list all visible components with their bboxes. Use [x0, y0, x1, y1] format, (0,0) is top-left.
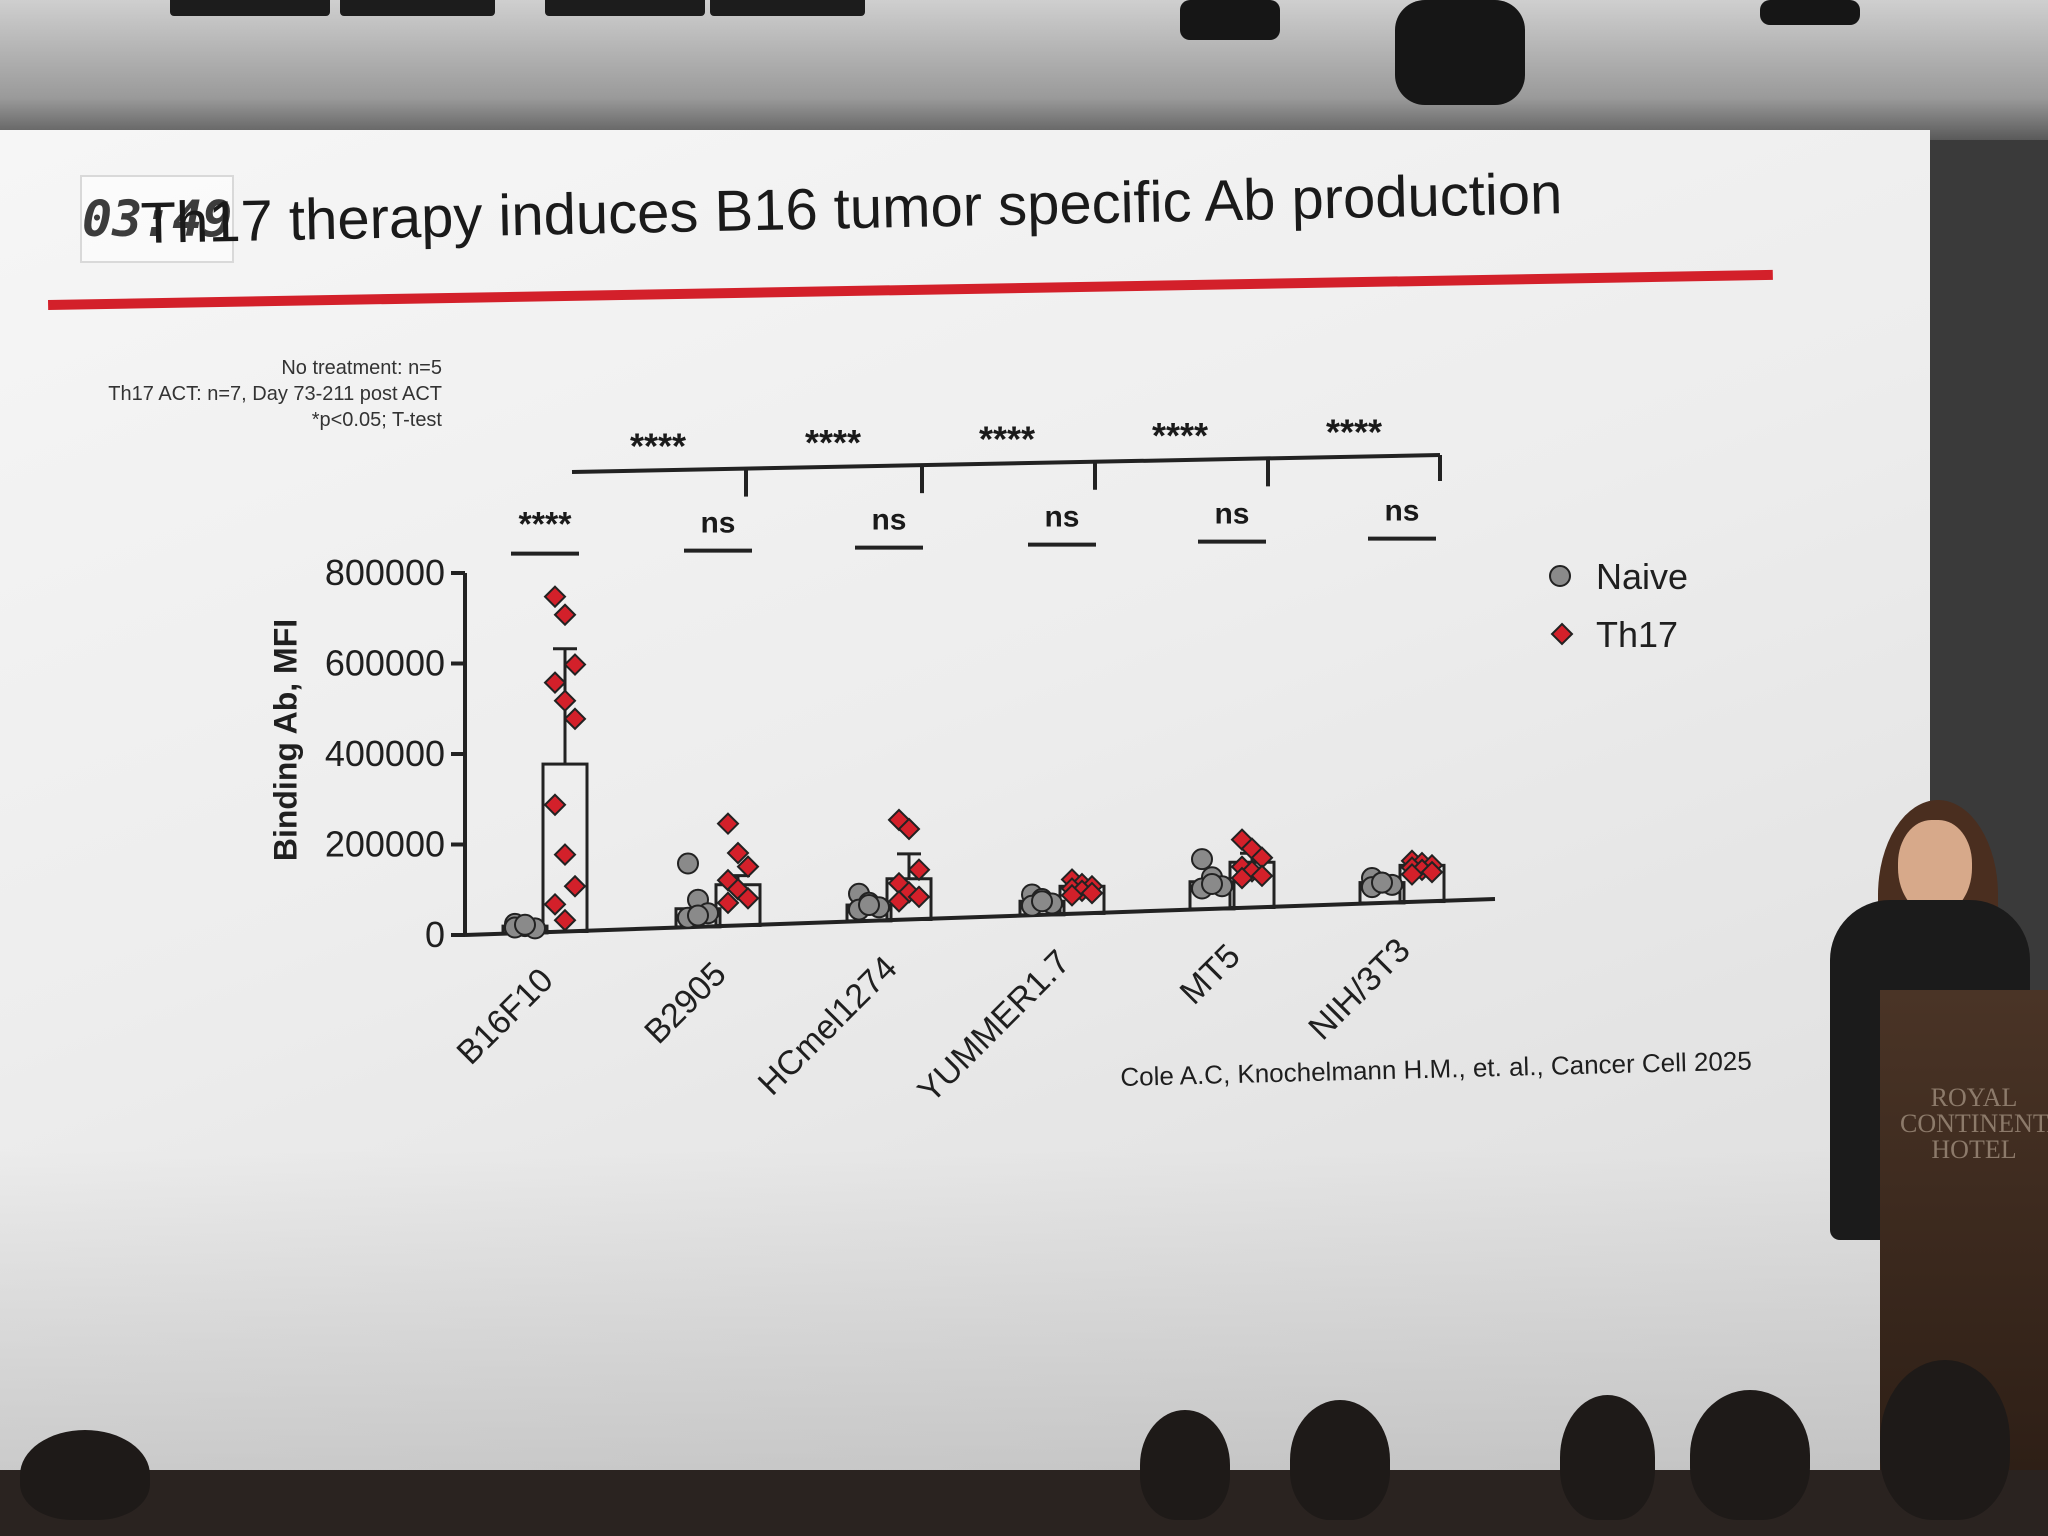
- note-line: No treatment: n=5: [281, 357, 442, 379]
- th17-data-point: [543, 892, 567, 916]
- th17-data-point: [543, 585, 567, 609]
- naive-data-point: [1201, 873, 1223, 896]
- th17-data-point: [553, 689, 577, 713]
- audience-head: [1560, 1395, 1655, 1520]
- room-ceiling: [0, 0, 2048, 140]
- th17-data-point: [1060, 883, 1084, 907]
- category-label: B2905: [637, 955, 733, 1051]
- naive-data-point: [677, 852, 699, 875]
- audience-head: [1690, 1390, 1810, 1520]
- note-line: *p<0.05; T-test: [311, 409, 442, 431]
- category-label: HCmel1274: [751, 949, 905, 1103]
- th17-data-point: [1400, 862, 1424, 886]
- ceiling-light-fixture: [340, 0, 495, 16]
- y-tick-label: 600000: [325, 643, 445, 684]
- th17-data-point: [1080, 881, 1104, 905]
- presentation-timer: 03:49: [80, 175, 234, 263]
- b16-comparison-significance: ****: [1152, 415, 1208, 456]
- audience-area: [0, 1360, 2048, 1536]
- th17-data-point: [716, 891, 740, 915]
- ceiling-light-fixture: [170, 0, 330, 16]
- th17-data-point: [563, 653, 587, 676]
- category-label: MT5: [1173, 937, 1248, 1012]
- th17-data-point: [553, 603, 577, 627]
- x-axis-line: [464, 897, 1496, 937]
- ceiling-light-fixture: [545, 0, 705, 16]
- th17-data-point: [736, 886, 760, 910]
- audience-head: [1290, 1400, 1390, 1520]
- group-significance-label: ns: [871, 504, 906, 537]
- th17-data-point: [736, 855, 760, 879]
- th17-data-point: [563, 874, 587, 898]
- category-label: B16F10: [450, 961, 561, 1072]
- audience-head: [1140, 1410, 1230, 1520]
- naive-data-point: [1031, 890, 1053, 913]
- ceiling-light-fixture: [710, 0, 865, 16]
- th17-data-point: [563, 707, 587, 731]
- group-significance-label: ns: [1214, 498, 1249, 531]
- group-significance-label: ns: [1384, 495, 1419, 528]
- th17-data-point: [1230, 866, 1254, 890]
- audience-head: [1880, 1360, 2010, 1520]
- th17-data-point: [553, 843, 577, 866]
- th17-data-point: [726, 841, 750, 865]
- projector: [1395, 0, 1525, 105]
- th17-data-point: [553, 908, 577, 932]
- y-tick-label: 400000: [325, 733, 445, 774]
- study-notes: No treatment: n=5 Th17 ACT: n=7, Day 73-…: [40, 355, 442, 433]
- note-line: Th17 ACT: n=7, Day 73-211 post ACT: [108, 383, 442, 405]
- naive-data-point: [1191, 848, 1213, 871]
- legend-naive-marker: [1549, 565, 1571, 587]
- th17-data-point: [543, 671, 567, 695]
- b16-comparison-significance: ****: [1326, 412, 1382, 453]
- group-significance-label: ns: [700, 507, 735, 540]
- legend-th17-marker: [1550, 622, 1574, 646]
- projector: [1760, 0, 1860, 25]
- projector: [1180, 0, 1280, 40]
- th17-data-point: [1420, 860, 1444, 884]
- th17-data-point: [907, 885, 931, 909]
- comparison-bracket: [571, 453, 1441, 474]
- b16-comparison-significance: ****: [979, 418, 1035, 459]
- naive-data-point: [858, 894, 880, 917]
- naive-data-point: [1371, 871, 1393, 894]
- th17-data-point: [897, 817, 921, 841]
- legend-naive-label: Naive: [1596, 556, 1688, 597]
- th17-data-point: [716, 812, 740, 836]
- group-significance-label: ****: [519, 506, 573, 544]
- th17-data-point: [887, 889, 911, 913]
- th17-data-point: [1250, 864, 1274, 888]
- y-tick-label: 0: [425, 914, 445, 955]
- b16-comparison-significance: ****: [630, 425, 686, 466]
- category-label: YUMMER1.7: [911, 943, 1078, 1110]
- naive-data-point: [687, 904, 709, 927]
- y-tick-label: 200000: [325, 824, 445, 865]
- th17-data-point: [543, 793, 567, 817]
- legend-th17-label: Th17: [1596, 614, 1678, 655]
- b16-comparison-significance: ****: [805, 422, 861, 463]
- podium-logo-text: ROYAL CONTINENTAL HOTEL: [1900, 1083, 2048, 1164]
- th17-data-point: [907, 858, 931, 882]
- y-tick-label: 800000: [325, 552, 445, 593]
- category-label: NIH/3T3: [1301, 931, 1417, 1047]
- projection-screen: [0, 130, 1930, 1470]
- group-significance-label: ns: [1044, 501, 1079, 534]
- audience-head: [20, 1430, 150, 1520]
- naive-data-point: [514, 913, 536, 936]
